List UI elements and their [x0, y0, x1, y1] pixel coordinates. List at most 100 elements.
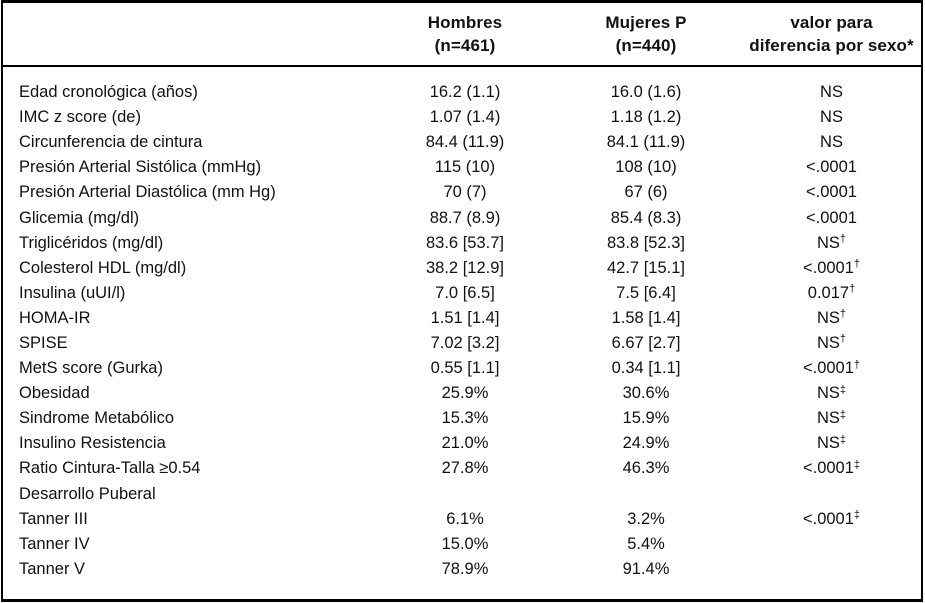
table-row: Tanner V 78.9% 91.4%: [3, 557, 921, 582]
row-label: SPISE: [19, 333, 68, 352]
pvalue-text: <.0001: [806, 158, 857, 177]
pvalue-superscript: †: [849, 283, 856, 296]
table-row: SPISE 7.02 [3.2] 6.67 [2.7] NS†: [3, 331, 921, 356]
col-header-hombres-line2: (n=461): [434, 36, 496, 55]
hombres-value-cell: 83.6 [53.7]: [426, 233, 504, 252]
pvalue-text: <.0001: [806, 183, 857, 202]
pvalue-cell: <.0001‡: [743, 456, 920, 481]
mujeres-value-cell: 84.1 (11.9): [606, 133, 686, 152]
col-header-hombres: Hombres (n=461): [381, 11, 549, 57]
mujeres-value-cell: 3.2%: [627, 509, 665, 528]
col-header-pvalue-line2: diferencia por sexo*: [749, 36, 914, 55]
pvalue-text: NS: [820, 83, 843, 102]
pvalue-text: NS: [816, 434, 840, 453]
row-label: Circunferencia de cintura: [19, 133, 203, 152]
pvalue-cell: NS‡: [743, 406, 920, 431]
mujeres-value-cell: 6.67 [2.7]: [611, 333, 681, 352]
table-row: Tanner IV 15.0% 5.4%: [3, 532, 921, 557]
table-row: Tanner III 6.1% 3.2% <.0001‡: [3, 507, 921, 532]
pvalue-cell: <.0001: [743, 206, 920, 231]
row-label: Presión Arterial Sistólica (mmHg): [19, 158, 262, 177]
hombres-value-cell: 21.0%: [441, 434, 489, 453]
pvalue-cell: <.0001: [743, 180, 920, 205]
hombres-value-cell: 0.55 [1.1]: [430, 359, 500, 378]
pvalue-cell: NS: [743, 80, 920, 105]
pvalue-text: NS: [816, 409, 840, 428]
hombres-value-cell: 78.9%: [441, 559, 489, 578]
mujeres-value-cell: 85.4 (8.3): [610, 208, 682, 227]
hombres-value-cell: 15.3%: [441, 409, 489, 428]
pvalue-superscript: †: [839, 308, 847, 321]
pvalue-text: NS: [816, 333, 840, 352]
mujeres-value-cell: 108 (10): [615, 158, 677, 177]
row-label: Tanner IV: [19, 534, 90, 553]
table-row: Presión Arterial Diastólica (mm Hg) 70 (…: [3, 180, 921, 205]
row-label: Tanner V: [19, 559, 86, 578]
pvalue-text: 0.017: [807, 283, 850, 302]
table-row: MetS score (Gurka) 0.55 [1.1] 0.34 [1.1]…: [3, 356, 921, 381]
pvalue-cell: <.0001†: [743, 256, 920, 281]
pvalue-cell: <.0001‡: [743, 507, 920, 532]
hombres-value-cell: 88.7 (8.9): [429, 208, 501, 227]
pvalue-text: NS: [820, 108, 843, 127]
table-row: Obesidad 25.9% 30.6% NS‡: [3, 381, 921, 406]
pvalue-cell: NS†: [743, 331, 920, 356]
hombres-value-cell: 15.0%: [441, 534, 489, 553]
table-row: Sindrome Metabólico 15.3% 15.9% NS‡: [3, 406, 921, 431]
row-label: Presión Arterial Diastólica (mm Hg): [19, 183, 276, 202]
row-label: Insulina (uUI/l): [19, 283, 126, 302]
col-header-hombres-line1: Hombres: [427, 13, 503, 32]
table-row: Circunferencia de cintura 84.4 (11.9) 84…: [3, 130, 921, 155]
row-label: HOMA-IR: [19, 308, 91, 327]
pvalue-cell: NS‡: [743, 431, 920, 456]
pvalue-cell: NS: [743, 105, 920, 130]
pvalue-text: NS: [816, 384, 840, 403]
pvalue-text: <.0001: [802, 258, 854, 277]
pvalue-superscript: ‡: [853, 458, 861, 471]
pvalue-text: <.0001: [806, 208, 857, 227]
table-row: Edad cronológica (años) 16.2 (1.1) 16.0 …: [3, 80, 921, 105]
pvalue-cell: NS†: [743, 306, 920, 331]
pvalue-superscript: ‡: [839, 383, 847, 396]
row-label: Ratio Cintura-Talla ≥0.54: [19, 459, 201, 478]
mujeres-value-cell: 24.9%: [622, 434, 670, 453]
row-label: Insulino Resistencia: [19, 434, 166, 453]
col-header-mujeres-line2: (n=440): [615, 36, 677, 55]
table-row: Glicemia (mg/dl) 88.7 (8.9) 85.4 (8.3) <…: [3, 205, 921, 230]
row-label: Triglicéridos (mg/dl): [19, 233, 164, 252]
pvalue-text: <.0001: [802, 359, 854, 378]
mujeres-value-cell: 83.8 [52.3]: [607, 233, 685, 252]
table-row: HOMA-IR 1.51 [1.4] 1.58 [1.4] NS†: [3, 306, 921, 331]
pvalue-cell: 0.017†: [743, 281, 920, 306]
row-label: Sindrome Metabólico: [19, 409, 174, 428]
col-header-pvalue: valor para diferencia por sexo*: [743, 11, 920, 57]
hombres-value-cell: 6.1%: [446, 509, 484, 528]
mujeres-value-cell: 91.4%: [622, 559, 670, 578]
hombres-value-cell: 1.51 [1.4]: [430, 308, 500, 327]
mujeres-value-cell: 0.34 [1.1]: [611, 359, 681, 378]
pvalue-superscript: ‡: [839, 433, 847, 446]
table-row: Desarrollo Puberal: [3, 482, 921, 507]
hombres-value-cell: 16.2 (1.1): [429, 83, 501, 102]
pvalue-cell: <.0001: [743, 155, 920, 180]
pvalue-text: NS: [816, 308, 840, 327]
pvalue-superscript: †: [839, 233, 847, 246]
col-header-mujeres: Mujeres P (n=440): [549, 11, 743, 57]
hombres-value-cell: 70 (7): [443, 183, 487, 202]
mujeres-value-cell: 7.5 [6.4]: [616, 283, 676, 302]
mujeres-value-cell: 16.0 (1.6): [610, 83, 682, 102]
hombres-value-cell: 84.4 (11.9): [425, 133, 505, 152]
pvalue-text: NS: [820, 133, 843, 152]
table-header-row: Hombres (n=461) Mujeres P (n=440) valor …: [3, 3, 921, 67]
hombres-value-cell: 25.9%: [441, 384, 489, 403]
mujeres-value-cell: 42.7 [15.1]: [607, 258, 685, 277]
table-row: Ratio Cintura-Talla ≥0.54 27.8% 46.3% <.…: [3, 456, 921, 481]
row-label: Colesterol HDL (mg/dl): [19, 258, 187, 277]
pvalue-superscript: ‡: [839, 408, 847, 421]
table-row: Triglicéridos (mg/dl) 83.6 [53.7] 83.8 […: [3, 231, 921, 256]
row-label: IMC z score (de): [19, 108, 141, 127]
mujeres-value-cell: 1.58 [1.4]: [611, 308, 681, 327]
col-header-pvalue-line1: valor para: [790, 13, 873, 32]
row-label: Obesidad: [19, 384, 90, 403]
